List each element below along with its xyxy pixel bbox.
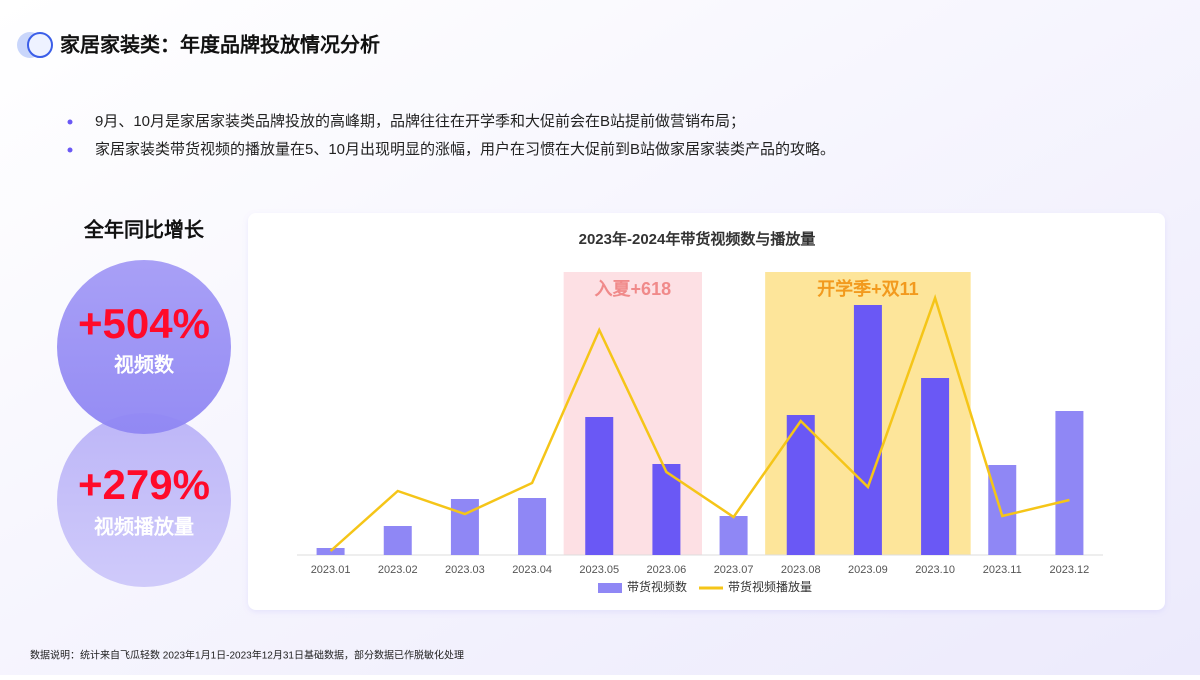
stat-label: 视频播放量: [94, 514, 194, 538]
bar: [988, 465, 1017, 555]
title: 家居家装类：年度品牌投放情况分析: [60, 32, 380, 56]
bar: [316, 548, 345, 555]
x-tick-label: 2023.03: [445, 564, 485, 576]
legend-label: 带货视频数: [627, 579, 687, 594]
highlight-label: 入夏+618: [595, 279, 672, 299]
stat-label: 视频数: [114, 352, 175, 376]
chart-title: 2023年-2024年带货视频数与播放量: [579, 230, 816, 248]
x-tick-label: 2023.01: [311, 564, 351, 576]
x-tick-label: 2023.12: [1050, 564, 1090, 576]
bullet: 9月、10月是家居家装类品牌投放的高峰期，品牌往往在开学季和大促前会在B站提前做…: [95, 113, 745, 130]
bar: [518, 498, 547, 555]
stat-circle: [57, 413, 231, 587]
x-tick-label: 2023.06: [647, 564, 687, 576]
bar: [786, 415, 815, 555]
bar: [383, 526, 412, 555]
bar: [921, 378, 950, 555]
bar: [853, 305, 882, 555]
line: [329, 294, 1070, 552]
bullet-dot: [67, 147, 73, 153]
stat-value: +279%: [78, 461, 210, 508]
bullet-dot: [67, 119, 73, 125]
footnote: 数据说明：统计来自飞瓜轻数 2023年1月1日-2023年12月31日基础数据，…: [30, 649, 464, 662]
x-tick-label: 2023.09: [848, 564, 888, 576]
legend-swatch: [598, 583, 622, 593]
highlight-label: 开学季+双11: [817, 278, 919, 299]
bullet: 家居家装类带货视频的播放量在5、10月出现明显的涨幅，用户在习惯在大促前到B站做…: [95, 141, 835, 158]
stat-circle: [57, 260, 231, 434]
x-tick-label: 2023.04: [512, 564, 552, 576]
x-tick-label: 2023.05: [579, 564, 619, 576]
bar: [1055, 411, 1084, 555]
bar: [450, 499, 479, 555]
bar: [719, 516, 748, 555]
legend-label: 带货视频播放量: [728, 579, 812, 594]
plot: 入夏+618 开学季+双11 2023.01 2023.02 2023.03 2023.0…: [297, 272, 1103, 594]
x-tick-label: 2023.08: [781, 564, 821, 576]
highlight-band: [563, 272, 702, 555]
x-tick-label: 2023.02: [378, 564, 418, 576]
x-tick-label: 2023.11: [983, 564, 1022, 576]
x-tick-label: 2023.07: [714, 564, 754, 576]
stat-value: +504%: [78, 300, 210, 347]
stats-title: 全年同比增长: [83, 217, 205, 241]
bar: [585, 417, 614, 555]
icon: [27, 32, 53, 58]
x-tick-label: 2023.10: [915, 564, 955, 576]
